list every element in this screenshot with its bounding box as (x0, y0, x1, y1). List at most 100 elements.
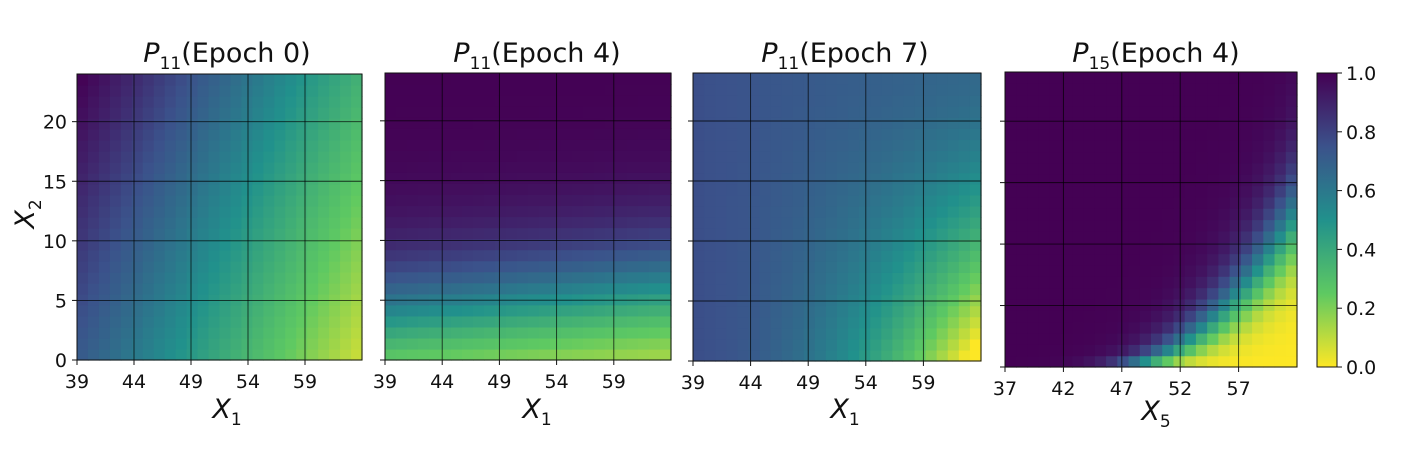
heatmap-cell (803, 139, 816, 152)
heatmap-cell (517, 315, 529, 328)
heatmap-cell (1218, 140, 1231, 153)
heatmap-cell (1195, 321, 1208, 334)
heatmap-cell (925, 183, 938, 196)
heatmap-cell (1117, 298, 1130, 311)
heatmap-cell (528, 106, 540, 118)
heatmap-cell (1229, 276, 1242, 289)
heatmap-cell (649, 106, 661, 118)
heatmap-cell (473, 172, 485, 184)
heatmap-cell (263, 118, 275, 130)
heatmap-cell (1083, 72, 1096, 84)
heatmap-cell (759, 239, 772, 251)
heatmap-cell (131, 96, 144, 108)
heatmap-cell (903, 139, 916, 152)
heatmap-cell (870, 150, 882, 163)
heatmap-cell (638, 348, 650, 361)
heatmap-cell (307, 338, 319, 350)
heatmap-cell (1016, 94, 1029, 107)
panel-3-heatmap (693, 73, 982, 362)
heatmap-cell (252, 96, 264, 108)
heatmap-cell (737, 272, 749, 285)
heatmap-cell (539, 106, 551, 118)
heatmap-cell (704, 150, 716, 163)
heatmap-cell (307, 129, 319, 141)
heatmap-cell (528, 172, 540, 184)
heatmap-cell (594, 249, 606, 262)
heatmap-cell (704, 272, 716, 285)
heatmap-cell (77, 316, 89, 328)
heatmap-cell (396, 73, 408, 85)
heatmap-cell (429, 315, 441, 328)
heatmap-cell (153, 162, 166, 174)
heatmap-cell (1229, 253, 1242, 266)
heatmap-cell (870, 327, 882, 340)
heatmap-cell (1207, 117, 1219, 130)
heatmap-cell (351, 239, 363, 251)
heatmap-cell (120, 305, 133, 317)
heatmap-cell (1027, 298, 1040, 311)
heatmap-cell (109, 85, 122, 97)
heatmap-cell (1162, 321, 1175, 334)
heatmap-cell (1038, 242, 1051, 255)
heatmap-cell (495, 172, 507, 184)
heatmap-cell (208, 118, 221, 130)
heatmap-cell (473, 326, 485, 339)
heatmap-cell (1061, 106, 1073, 118)
heatmap-cell (1151, 355, 1163, 368)
heatmap-cell (748, 217, 761, 229)
heatmap-cell (109, 195, 122, 207)
heatmap-cell (164, 239, 177, 251)
heatmap-cell (285, 272, 297, 284)
heatmap-cell (87, 173, 100, 185)
heatmap-cell (803, 95, 816, 107)
heatmap-cell (396, 172, 408, 184)
heatmap-cell (175, 327, 188, 339)
heatmap-cell (770, 228, 783, 240)
heatmap-cell (1083, 298, 1096, 311)
heatmap-cell (550, 172, 562, 184)
heatmap-cell (506, 260, 518, 273)
heatmap-cell (109, 283, 122, 295)
heatmap-cell (1195, 208, 1208, 221)
heatmap-cell (506, 139, 518, 151)
heatmap-cell (770, 194, 783, 207)
heatmap-cell (638, 260, 650, 273)
heatmap-cell (307, 107, 319, 119)
heatmap-cell (1083, 83, 1096, 96)
heatmap-cell (748, 250, 761, 262)
heatmap-cell (164, 96, 177, 108)
heatmap-cell (1229, 332, 1242, 345)
heatmap-cell (219, 129, 232, 141)
heatmap-cell (407, 95, 419, 107)
heatmap-cell (1094, 140, 1107, 153)
heatmap-cell (77, 74, 89, 86)
heatmap-cell (539, 260, 551, 273)
heatmap-cell (186, 228, 199, 240)
heatmap-cell (142, 118, 155, 130)
heatmap-cell (263, 327, 275, 339)
heatmap-cell (792, 128, 805, 141)
heatmap-cell (1139, 310, 1152, 323)
heatmap-cell (1285, 174, 1298, 187)
heatmap-cell (1285, 355, 1298, 368)
heatmap-cell (1240, 242, 1253, 255)
heatmap-cell (186, 96, 199, 108)
heatmap-cell (131, 151, 144, 163)
heatmap-cell (748, 84, 761, 96)
heatmap-cell (881, 205, 893, 218)
heatmap-cell (153, 228, 166, 240)
heatmap-cell (1027, 310, 1040, 323)
heatmap-cell (418, 84, 430, 96)
heatmap-cell (848, 316, 860, 329)
heatmap-cell (814, 338, 827, 351)
heatmap-cell (164, 162, 177, 174)
heatmap-cell (462, 150, 474, 162)
heatmap-cell (881, 172, 893, 185)
heatmap-cell (1240, 355, 1253, 368)
heatmap-cell (770, 305, 783, 318)
heatmap-cell (274, 118, 286, 130)
heatmap-cell (837, 150, 849, 163)
heatmap-cell (329, 173, 341, 185)
heatmap-cell (649, 183, 661, 196)
heatmap-cell (296, 151, 308, 163)
